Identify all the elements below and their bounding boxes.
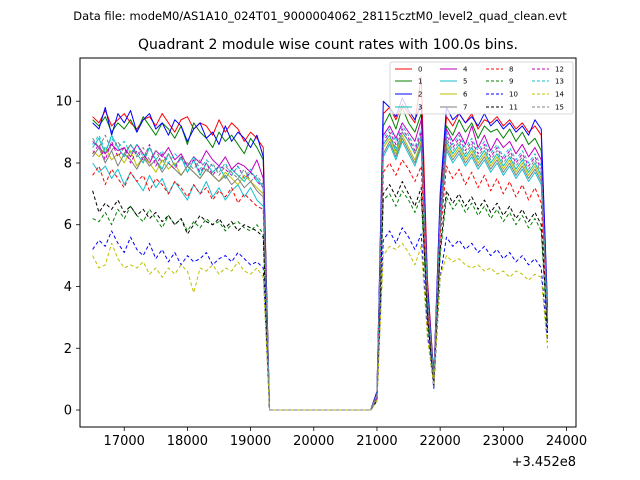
x-tick-label: 21000 bbox=[356, 434, 397, 449]
series-line-8 bbox=[92, 159, 549, 411]
series-line-14 bbox=[92, 242, 549, 411]
y-tick-label: 4 bbox=[64, 280, 72, 295]
legend-label-12: 12 bbox=[555, 66, 564, 74]
y-tick-label: 10 bbox=[55, 95, 72, 110]
series-line-9 bbox=[92, 190, 549, 411]
y-tick-label: 8 bbox=[64, 156, 72, 171]
x-tick-label: 17000 bbox=[104, 434, 145, 449]
series-line-3 bbox=[92, 131, 549, 411]
series-line-15 bbox=[92, 131, 549, 411]
series-line-10 bbox=[92, 227, 549, 411]
series-layer bbox=[92, 76, 549, 411]
legend-label-5: 5 bbox=[463, 78, 467, 86]
x-tick-label: 20000 bbox=[293, 434, 334, 449]
legend-label-4: 4 bbox=[463, 66, 468, 74]
series-line-6 bbox=[92, 134, 549, 411]
series-line-13 bbox=[92, 125, 549, 411]
x-tick-label: 23000 bbox=[483, 434, 524, 449]
y-axis: 0 2 4 6 8 10 bbox=[55, 95, 80, 419]
legend-label-13: 13 bbox=[555, 78, 564, 86]
series-line-11 bbox=[92, 181, 549, 411]
x-tick-label: 18000 bbox=[167, 434, 208, 449]
legend-label-11: 11 bbox=[509, 104, 518, 112]
legend-label-9: 9 bbox=[509, 78, 513, 86]
y-tick-label: 2 bbox=[64, 342, 72, 357]
legend-label-1: 1 bbox=[418, 78, 422, 86]
legend-label-6: 6 bbox=[463, 91, 468, 99]
legend-label-0: 0 bbox=[418, 66, 422, 74]
legend-label-8: 8 bbox=[509, 66, 513, 74]
legend-label-2: 2 bbox=[418, 91, 422, 99]
y-tick-label: 0 bbox=[64, 404, 72, 419]
chart-suptitle: Data file: modeM0/AS1A10_024T01_90000040… bbox=[73, 9, 567, 23]
plot-area: 17000 18000 19000 20000 21000 22000 23000 24000… bbox=[55, 57, 587, 470]
x-tick-label: 22000 bbox=[419, 434, 460, 449]
chart-title: Quadrant 2 module wise count rates with … bbox=[138, 37, 518, 53]
x-tick-label: 19000 bbox=[230, 434, 271, 449]
plot-frame bbox=[79, 57, 577, 428]
y-tick-label: 6 bbox=[64, 218, 72, 233]
x-offset-label: +3.452e8 bbox=[512, 455, 576, 470]
legend-label-7: 7 bbox=[463, 104, 467, 112]
legend-label-3: 3 bbox=[418, 104, 422, 112]
legend-label-15: 15 bbox=[555, 104, 564, 112]
series-line-7 bbox=[92, 137, 549, 411]
legend-frame bbox=[389, 61, 574, 115]
x-axis: 17000 18000 19000 20000 21000 22000 23000 24000 bbox=[104, 427, 587, 449]
legend-label-10: 10 bbox=[509, 91, 518, 99]
legend-label-14: 14 bbox=[555, 91, 564, 99]
series-line-0 bbox=[92, 76, 549, 411]
x-tick-label: 24000 bbox=[546, 434, 587, 449]
series-line-12 bbox=[92, 128, 549, 411]
